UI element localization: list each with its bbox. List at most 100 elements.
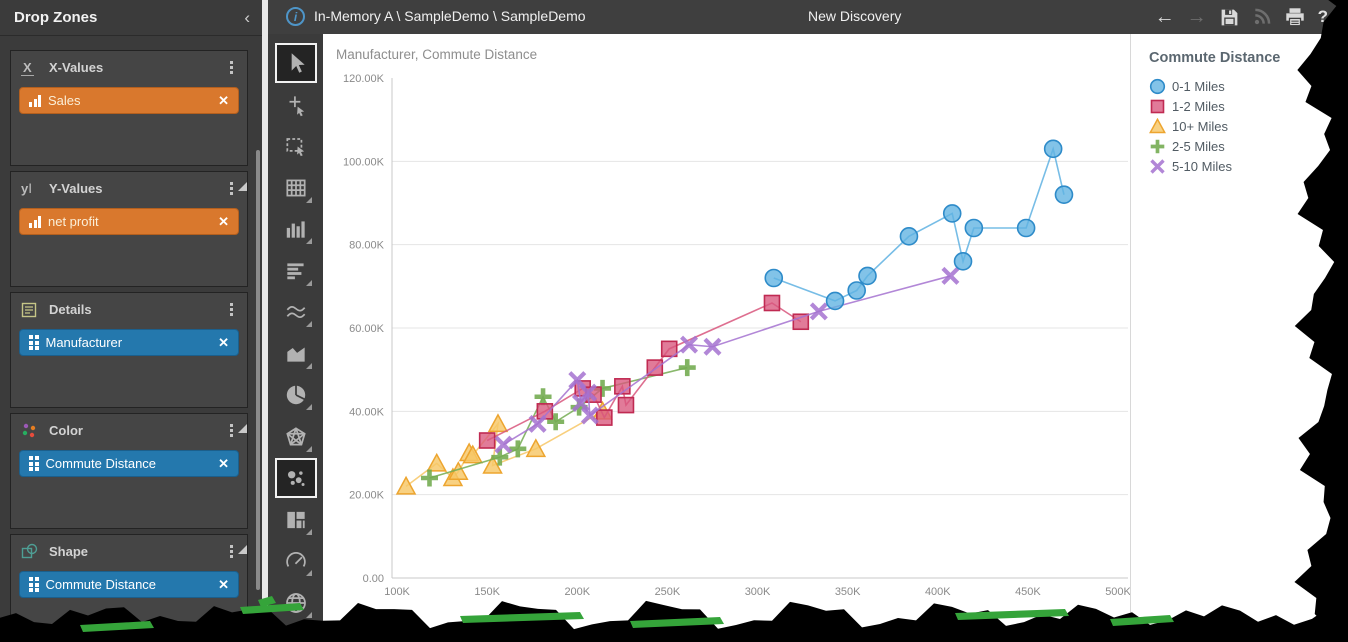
scatter-plot[interactable]: 0.00 20.00K 40.00K 60.00K 80.00K 100.00K 120.0… xyxy=(323,34,1130,642)
field-pill-sales[interactable]: Sales ✕ xyxy=(19,87,239,114)
radar-chart-tool[interactable] xyxy=(275,417,317,457)
svg-text:100.00K: 100.00K xyxy=(343,156,385,168)
map-tool[interactable] xyxy=(275,583,317,623)
zone-label: Shape xyxy=(49,544,89,559)
breadcrumb: In-Memory A \ SampleDemo \ SampleDemo xyxy=(314,8,586,24)
plus-marker-icon xyxy=(1150,139,1165,153)
back-icon[interactable]: ← xyxy=(1154,6,1175,28)
legend-label: 0-1 Miles xyxy=(1172,78,1225,94)
svg-text:200K: 200K xyxy=(564,586,590,598)
panel-scrollbar[interactable] xyxy=(256,150,260,590)
marquee-select-tool[interactable] xyxy=(275,126,317,166)
chart-canvas[interactable]: Manufacturer, Commute Distance 0.00 20.00… xyxy=(323,34,1130,642)
document-icon xyxy=(21,302,45,318)
svg-text:60.00K: 60.00K xyxy=(349,323,385,335)
info-icon[interactable]: i xyxy=(286,7,305,26)
svg-text:40.00K: 40.00K xyxy=(349,406,385,418)
pie-chart-tool[interactable] xyxy=(275,375,317,415)
legend-label: 1-2 Miles xyxy=(1172,98,1225,114)
field-pill-manufacturer[interactable]: Manufacturer ✕ xyxy=(19,329,239,356)
legend-item-10-plus-miles[interactable]: 10+ Miles xyxy=(1149,116,1348,136)
drop-zone-details[interactable]: Details Manufacturer ✕ xyxy=(10,292,248,408)
legend-panel: Commute Distance 0-1 Miles 1-2 Miles 10+… xyxy=(1130,34,1348,642)
zone-menu-button[interactable] xyxy=(224,542,239,561)
square-marker-icon xyxy=(1150,99,1165,113)
zone-menu-button[interactable] xyxy=(224,300,239,319)
triangle-marker-icon xyxy=(1149,117,1166,133)
treemap-tool[interactable] xyxy=(275,500,317,540)
feed-icon[interactable] xyxy=(1252,7,1272,27)
column-chart-tool[interactable] xyxy=(275,209,317,249)
field-pill-commute-distance-shape[interactable]: Commute Distance ✕ xyxy=(19,571,239,598)
svg-text:350K: 350K xyxy=(835,586,861,598)
panel-title: Drop Zones xyxy=(14,9,98,26)
pointer-tool[interactable] xyxy=(274,43,317,83)
svg-text:120.00K: 120.00K xyxy=(343,73,385,85)
forward-icon[interactable]: → xyxy=(1186,6,1207,28)
dimension-icon xyxy=(29,456,39,471)
legend-label: 5-10 Miles xyxy=(1172,158,1232,174)
pill-label: Commute Distance xyxy=(45,456,157,471)
x-marker-icon xyxy=(1150,158,1165,174)
svg-text:500K: 500K xyxy=(1105,586,1130,598)
svg-text:250K: 250K xyxy=(655,586,681,598)
document-title: New Discovery xyxy=(808,8,902,24)
legend-title: Commute Distance xyxy=(1149,50,1281,66)
remove-field-icon[interactable]: ✕ xyxy=(218,576,229,592)
legend-item-5-10-miles[interactable]: 5-10 Miles xyxy=(1149,156,1348,176)
help-icon[interactable]: ? xyxy=(1317,7,1328,26)
legend-item-2-5-miles[interactable]: 2-5 Miles xyxy=(1149,136,1348,156)
zone-menu-button[interactable] xyxy=(224,179,239,198)
panel-splitter[interactable] xyxy=(262,0,268,642)
zone-corner-fold xyxy=(238,182,247,191)
circle-marker-icon xyxy=(1149,78,1166,94)
zone-corner-fold xyxy=(238,545,247,554)
drop-zone-color[interactable]: Color Commute Distance ✕ xyxy=(10,413,248,529)
legend-label: 2-5 Miles xyxy=(1172,138,1225,154)
x-axis-icon: X xyxy=(21,59,34,76)
print-icon[interactable] xyxy=(1284,6,1306,28)
svg-text:400K: 400K xyxy=(925,586,951,598)
svg-text:100K: 100K xyxy=(384,586,410,598)
drop-zone-shape[interactable]: Shape Commute Distance ✕ xyxy=(10,534,248,642)
remove-field-icon[interactable]: ✕ xyxy=(218,213,229,229)
field-pill-net-profit[interactable]: net profit ✕ xyxy=(19,208,239,235)
collapse-panel-icon[interactable]: ‹ xyxy=(244,8,250,27)
pill-label: Sales xyxy=(48,93,81,108)
crosshair-select-tool[interactable] xyxy=(275,85,317,125)
svg-text:150K: 150K xyxy=(474,586,500,598)
gauge-tool[interactable] xyxy=(275,541,317,581)
legend-label: 10+ Miles xyxy=(1172,118,1228,134)
svg-text:20.00K: 20.00K xyxy=(349,490,385,502)
drop-zone-x-values[interactable]: X X-Values Sales ✕ xyxy=(10,50,248,166)
remove-field-icon[interactable]: ✕ xyxy=(218,334,229,350)
chart-title: Manufacturer, Commute Distance xyxy=(336,47,538,62)
shape-icon xyxy=(21,543,45,560)
line-chart-tool[interactable] xyxy=(275,292,317,332)
svg-text:80.00K: 80.00K xyxy=(349,240,385,252)
legend-item-0-1-miles[interactable]: 0-1 Miles xyxy=(1149,76,1348,96)
legend-item-1-2-miles[interactable]: 1-2 Miles xyxy=(1149,96,1348,116)
bar-chart-tool[interactable] xyxy=(275,251,317,291)
chart-tools-toolbar xyxy=(268,34,323,642)
zone-menu-button[interactable] xyxy=(224,421,239,440)
svg-text:450K: 450K xyxy=(1015,586,1041,598)
pill-label: Manufacturer xyxy=(45,335,123,350)
remove-field-icon[interactable]: ✕ xyxy=(218,455,229,471)
color-dots-icon xyxy=(21,422,45,439)
area-chart-tool[interactable] xyxy=(275,334,317,374)
save-icon[interactable] xyxy=(1219,7,1240,28)
scatter-chart-tool[interactable] xyxy=(274,458,317,498)
remove-field-icon[interactable]: ✕ xyxy=(218,92,229,108)
zone-label: Color xyxy=(49,423,83,438)
top-bar: i In-Memory A \ SampleDemo \ SampleDemo … xyxy=(268,0,1348,34)
svg-text:300K: 300K xyxy=(745,586,771,598)
zone-menu-button[interactable] xyxy=(224,58,239,77)
pill-label: Commute Distance xyxy=(45,577,157,592)
field-pill-commute-distance-color[interactable]: Commute Distance ✕ xyxy=(19,450,239,477)
measure-icon xyxy=(29,94,41,107)
grid-tool[interactable] xyxy=(275,168,317,208)
